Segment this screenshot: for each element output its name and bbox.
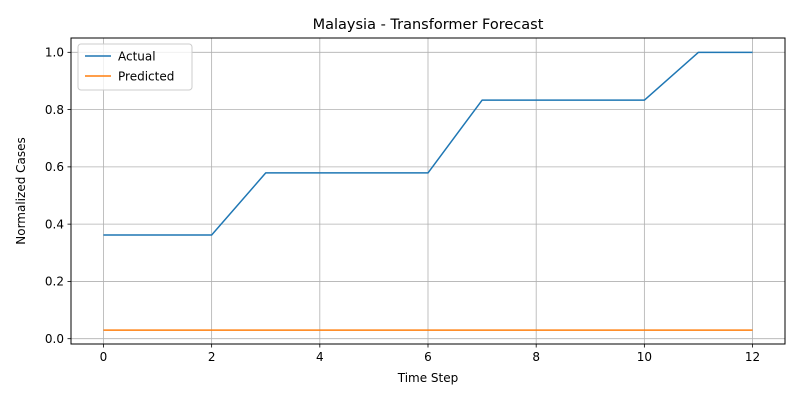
x-tick-label: 8: [532, 350, 540, 364]
y-tick-label: 0.2: [45, 275, 64, 289]
legend-label-actual: Actual: [118, 49, 156, 63]
axis-ticks: 0 2 4 6 8 10 12 0.0 0.2 0.4 0.6 0.8 1.0: [45, 46, 760, 364]
legend: Actual Predicted: [77, 43, 193, 91]
x-tick-label: 4: [316, 350, 324, 364]
y-axis-label: Normalized Cases: [14, 137, 28, 244]
y-tick-label: 0.0: [45, 332, 64, 346]
legend-label-predicted: Predicted: [118, 69, 174, 83]
x-tick-label: 10: [637, 350, 652, 364]
x-tick-label: 0: [100, 350, 108, 364]
y-tick-label: 0.4: [45, 217, 64, 231]
x-axis-label: Time Step: [397, 371, 459, 385]
x-tick-label: 2: [208, 350, 216, 364]
x-tick-label: 12: [745, 350, 760, 364]
y-tick-label: 0.8: [45, 103, 64, 117]
chart-title: Malaysia - Transformer Forecast: [313, 17, 544, 33]
x-tick-label: 6: [424, 350, 432, 364]
grid: [71, 38, 785, 344]
y-tick-label: 1.0: [45, 46, 64, 60]
series-lines: [103, 51, 753, 331]
y-tick-label: 0.6: [45, 160, 64, 174]
series-line-actual: [103, 51, 753, 236]
